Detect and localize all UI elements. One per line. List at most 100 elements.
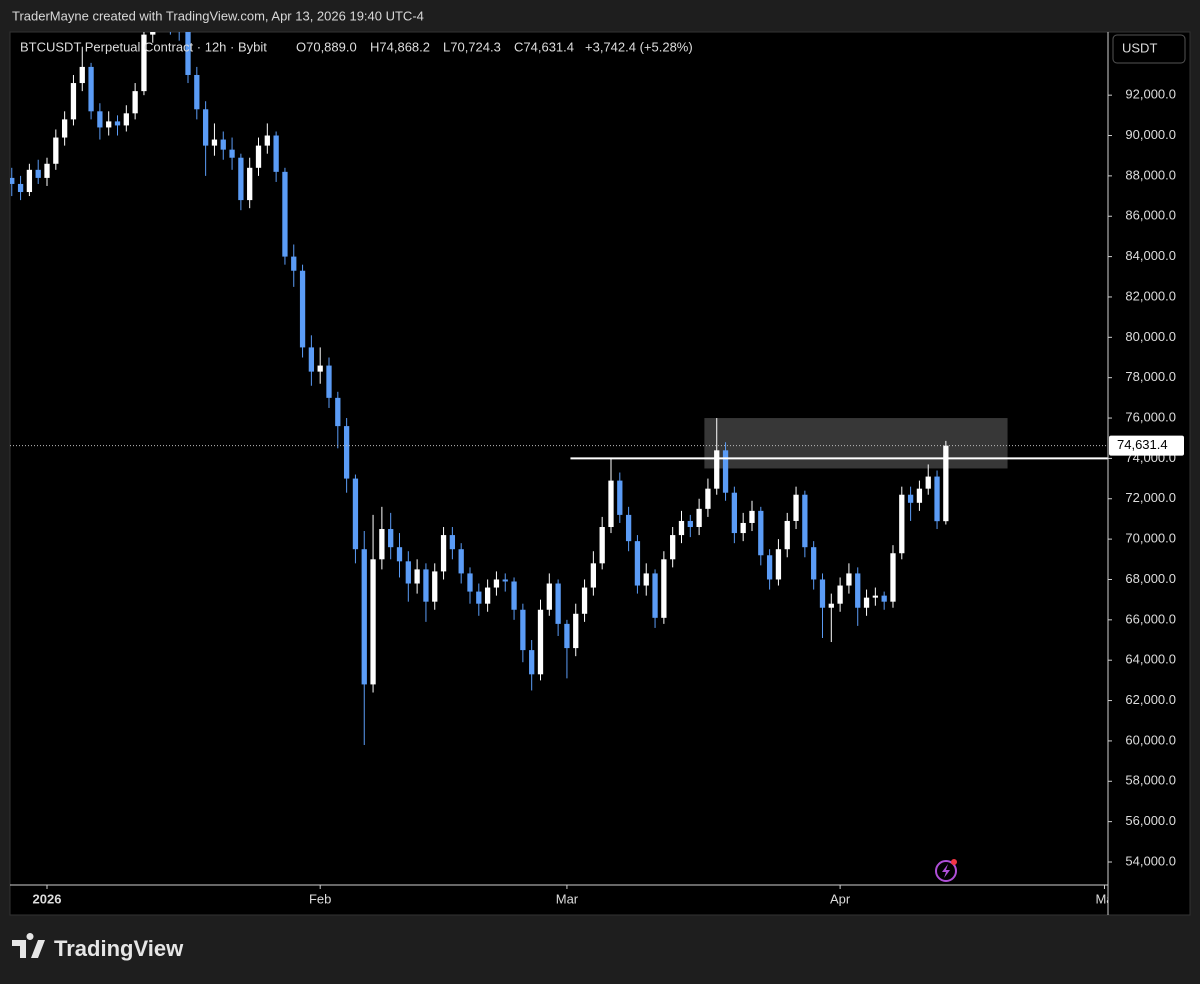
candle-body: [925, 476, 931, 489]
symbol: BTCUSDT Perpetual Contract · 12h · Bybit: [20, 39, 267, 54]
candle-body: [370, 559, 376, 685]
candle-body: [220, 139, 226, 150]
candle-body: [264, 135, 270, 146]
currency-box[interactable]: [1112, 34, 1186, 64]
zone: [704, 418, 1008, 469]
candle-body: [890, 553, 896, 602]
chart-panel: [9, 31, 1191, 916]
candle-body: [573, 613, 579, 649]
candle-body: [784, 520, 790, 550]
y-tick-label: 54,000.0: [1125, 853, 1176, 868]
candle-body: [802, 494, 808, 548]
candle-body: [493, 579, 500, 588]
y-tick-label: 80,000.0: [1125, 329, 1176, 344]
candle-body: [652, 573, 658, 618]
candle-body: [943, 445, 949, 522]
candle-body: [141, 34, 147, 92]
y-tick-label: 68,000.0: [1125, 571, 1176, 586]
candle-body: [502, 579, 508, 582]
candle-body: [106, 121, 112, 128]
candle-body: [696, 508, 702, 528]
candle-body: [520, 609, 526, 651]
candle-body: [846, 573, 852, 586]
y-tick-label: 72,000.0: [1125, 490, 1176, 505]
price-tag: 74,631.4: [1117, 437, 1168, 452]
candle-body: [581, 587, 588, 614]
candle-body: [634, 541, 641, 586]
candle-body: [17, 183, 24, 193]
candle-body: [185, 32, 191, 75]
price-tag-box: [1109, 435, 1184, 456]
x-tick-label: Mar: [556, 891, 579, 906]
alert-icon[interactable]: [935, 859, 957, 882]
footer-brand: TradingView: [54, 936, 184, 961]
candle-body: [564, 623, 570, 649]
candle-body: [361, 549, 367, 685]
y-tick-label: 84,000.0: [1125, 248, 1176, 263]
candle-body: [863, 597, 870, 608]
candle-body: [211, 139, 218, 146]
candle-body: [793, 494, 799, 521]
change-label: +3,742.4 (+5.28%): [585, 39, 693, 54]
candle-body: [670, 535, 676, 560]
candle-body: [273, 135, 279, 172]
candle-body: [546, 583, 552, 610]
y-tick-label: 76,000.0: [1125, 409, 1176, 424]
candle-body: [775, 549, 782, 580]
y-tick-label: 60,000.0: [1125, 732, 1176, 747]
candle-body: [828, 603, 834, 608]
y-tick-label: 78,000.0: [1125, 369, 1176, 384]
candle-body: [819, 579, 826, 608]
candle-body: [617, 480, 623, 515]
candle-body: [44, 163, 50, 178]
candle-body: [317, 365, 323, 372]
candle-body: [555, 583, 561, 624]
candle-body: [114, 121, 121, 126]
candle-body: [61, 119, 68, 138]
candle-body: [70, 83, 77, 120]
candle-body: [352, 478, 359, 550]
candle-body: [247, 167, 253, 201]
candle-body: [758, 510, 764, 556]
candle-body: [414, 569, 420, 584]
candle-body: [97, 111, 103, 128]
candle-body: [299, 270, 306, 348]
x-tick-label: Apr: [830, 891, 851, 906]
candle-body: [537, 609, 544, 675]
candle-body: [731, 492, 738, 534]
y-tick-label: 86,000.0: [1125, 208, 1176, 223]
candle-body: [484, 587, 491, 604]
candle-body: [608, 480, 614, 528]
candle-body: [661, 559, 667, 618]
y-tick-label: 62,000.0: [1125, 692, 1176, 707]
y-tick-label: 66,000.0: [1125, 611, 1176, 626]
candle-body: [308, 347, 315, 372]
close-label: C74,631.4: [514, 39, 574, 54]
high-label: H74,868.2: [370, 39, 430, 54]
candle-body: [194, 74, 200, 110]
candle-body: [916, 488, 923, 503]
candle-body: [53, 137, 59, 164]
candle-body: [811, 547, 817, 580]
open-label: O70,889.0: [296, 39, 357, 54]
candle-body: [899, 494, 905, 554]
candle-body: [150, 32, 156, 35]
candle-body: [123, 113, 129, 126]
candle-body: [255, 145, 262, 168]
candle-body: [343, 426, 350, 479]
header: TraderMayne created with TradingView.com…: [12, 8, 424, 23]
candle-body: [687, 520, 693, 528]
candle-body: [766, 555, 773, 580]
candle-body: [202, 109, 209, 146]
candle-body: [705, 488, 711, 509]
candle-body: [714, 450, 720, 489]
candle-body: [35, 169, 41, 178]
candle-body: [529, 650, 535, 675]
plot-area: [10, 32, 1108, 745]
candle-body: [388, 529, 394, 548]
candle-body: [476, 591, 482, 604]
candle-body: [511, 581, 517, 610]
candle-body: [379, 529, 385, 560]
candle-body: [432, 571, 438, 602]
